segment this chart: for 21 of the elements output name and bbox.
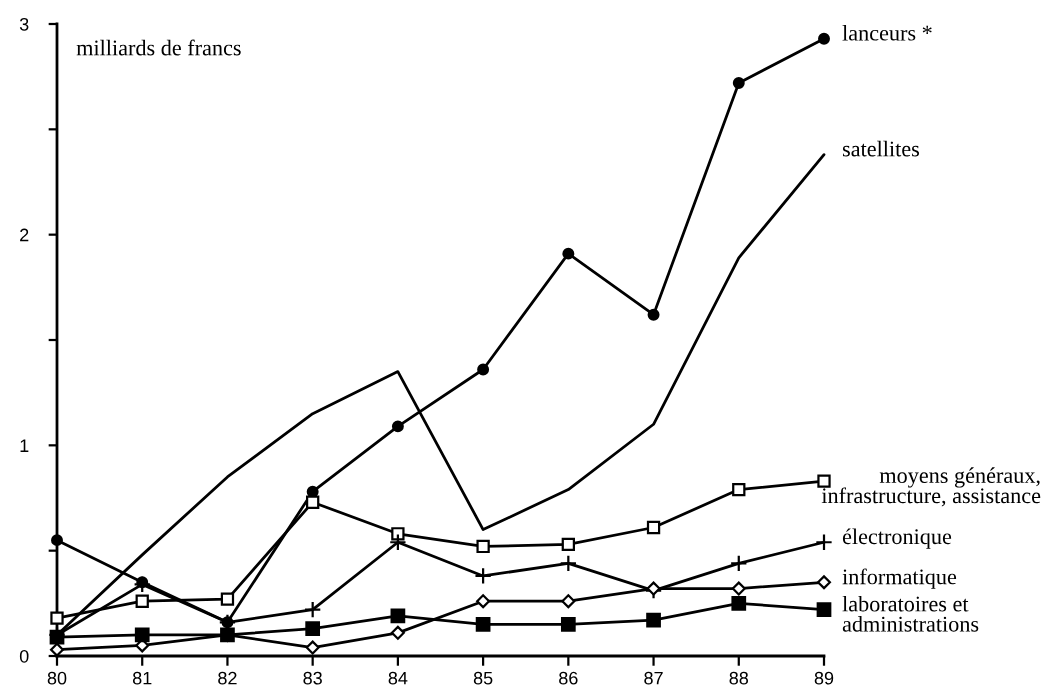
x-tick-label: 86 (559, 671, 578, 685)
y-tick-label: 3 (19, 17, 29, 31)
x-tick-label: 82 (218, 671, 237, 685)
x-tick-label: 80 (47, 671, 67, 685)
series-label: satellites (842, 140, 920, 157)
y-tick-label: 1 (20, 439, 29, 452)
series-label: moyens généraux, infrastructure, assistance (821, 467, 1041, 507)
x-tick-label: 89 (814, 671, 834, 685)
series-label: électronique (842, 528, 952, 549)
x-tick-label: 81 (132, 671, 152, 685)
series-label: laboratoires et administrations (842, 595, 979, 632)
y-tick-label: 0 (19, 649, 29, 663)
x-tick-label: 83 (303, 671, 322, 685)
x-tick-label: 88 (729, 671, 749, 685)
y-tick-label: 2 (20, 228, 29, 242)
series-label: informatique (842, 568, 957, 589)
x-tick-label: 84 (388, 671, 408, 685)
x-tick-label: 87 (644, 671, 663, 685)
x-tick-label: 85 (473, 671, 493, 685)
series-label: lanceurs * (842, 24, 932, 41)
y-axis-title: milliards de francs (76, 39, 241, 56)
